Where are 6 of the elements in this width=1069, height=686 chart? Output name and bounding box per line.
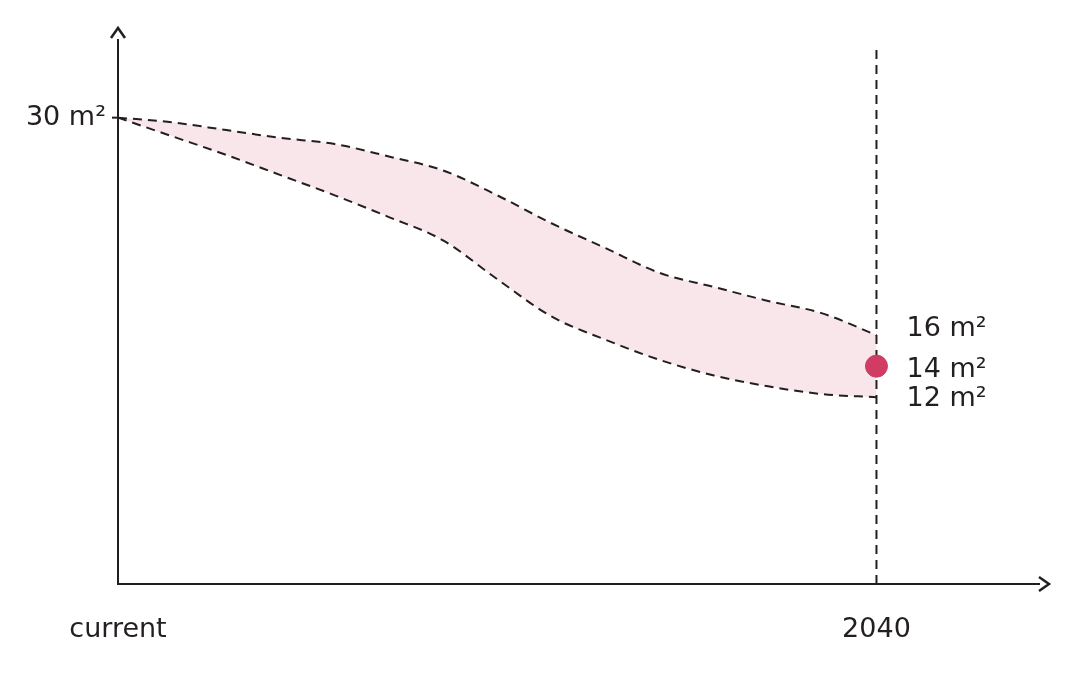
data-label: 16 m²: [906, 311, 987, 343]
x-tick-label: current: [69, 611, 167, 643]
annotation: 30 m²: [25, 99, 106, 131]
data-label: 12 m²: [906, 381, 987, 413]
data-label: 14 m²: [906, 352, 987, 384]
x-tick-label: 2040: [842, 611, 911, 643]
